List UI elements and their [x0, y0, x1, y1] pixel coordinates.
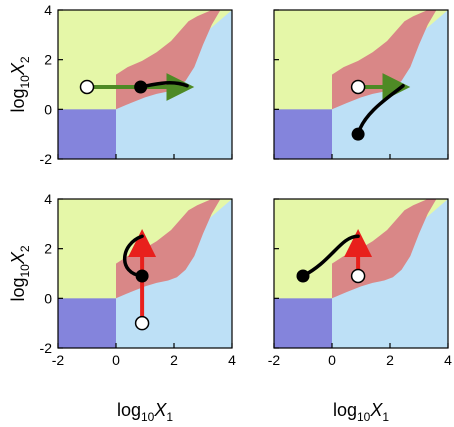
- x-tick-label: 2: [386, 352, 394, 368]
- x-axis-label-log: log: [333, 400, 357, 420]
- y-tick-label: -2: [40, 151, 53, 167]
- region-purple: [274, 109, 332, 159]
- y-axis-label-varsub: 2: [18, 56, 32, 63]
- x-axis-label-base: 10: [141, 410, 155, 424]
- y-tick-label: 4: [44, 2, 52, 18]
- y-tick-label: 0: [44, 290, 52, 306]
- x-axis-label-var: X: [153, 400, 167, 420]
- y-axis-label-varsub: 2: [18, 245, 32, 252]
- x-axis-label: log10X1: [117, 400, 173, 424]
- y-tick-label: 4: [44, 191, 52, 207]
- axes-frame: [273, 9, 449, 160]
- x-axis-label-log: log: [117, 400, 141, 420]
- start-point-open: [79, 79, 95, 95]
- x-axis-label-varsub: 1: [382, 410, 389, 424]
- y-axis-label-var: X: [8, 62, 28, 76]
- axes-frame: [57, 198, 233, 349]
- x-tick-label: 0: [328, 352, 336, 368]
- start-point-open: [134, 315, 150, 331]
- start-point-open: [350, 79, 366, 95]
- y-tick-label: -2: [40, 340, 53, 356]
- y-axis-label-base: 10: [18, 264, 32, 278]
- x-tick-label: 4: [228, 352, 236, 368]
- x-tick-label: -2: [268, 352, 281, 368]
- x-tick-label: 0: [112, 352, 120, 368]
- y-tick-label: 0: [44, 101, 52, 117]
- end-point-filled: [134, 80, 148, 94]
- end-point-filled: [351, 127, 365, 141]
- x-axis-label-var: X: [369, 400, 383, 420]
- x-axis-label-varsub: 1: [166, 410, 173, 424]
- region-purple: [274, 298, 332, 348]
- end-point-filled: [135, 269, 149, 283]
- region-purple: [58, 109, 116, 159]
- y-axis-label-var: X: [8, 251, 28, 265]
- axes-frame: [57, 9, 233, 160]
- y-tick-label: 2: [44, 241, 52, 257]
- y-axis-label: log10X2: [8, 245, 32, 301]
- x-tick-label: 2: [170, 352, 178, 368]
- x-tick-label: 4: [444, 352, 452, 368]
- panel-top-right: [273, 9, 449, 160]
- y-tick-label: 2: [44, 52, 52, 68]
- x-axis-label: log10X1: [333, 400, 389, 424]
- panel-bottom-right: -2 0 2 4 log10X1: [268, 198, 452, 424]
- trajectory-curve: [301, 234, 360, 278]
- x-tick-label: -2: [52, 352, 65, 368]
- region-purple: [58, 298, 116, 348]
- axes-frame: [273, 198, 449, 349]
- start-point-open: [350, 268, 366, 284]
- y-axis-label-log: log: [8, 89, 28, 113]
- y-axis-label-base: 10: [18, 75, 32, 89]
- x-axis-label-base: 10: [357, 410, 371, 424]
- y-axis-label-log: log: [8, 278, 28, 302]
- y-axis-label: log10X2: [8, 56, 32, 112]
- end-point-filled: [296, 269, 310, 283]
